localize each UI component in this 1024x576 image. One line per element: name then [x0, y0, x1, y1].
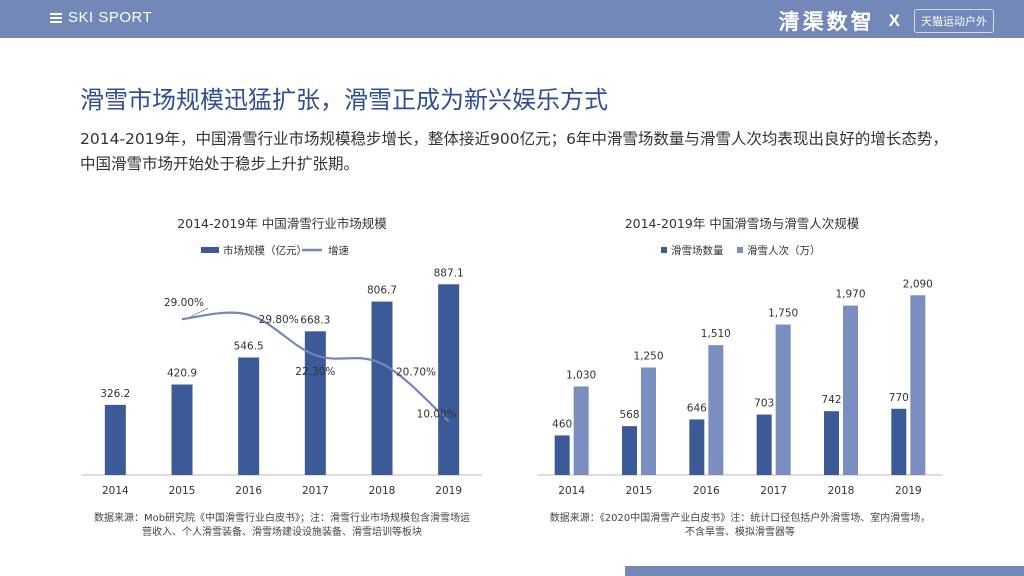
right-source-note: 数据来源：《2020中国滑雪产业白皮书》注：统计口径包括户外滑雪场、室内滑雪场，… [530, 512, 950, 540]
data-label: 326.2 [100, 388, 130, 400]
ski-sport-logo: SKI SPORT [50, 9, 152, 26]
legend-label: 市场规模（亿元） [223, 244, 307, 257]
legend-swatch [661, 247, 667, 253]
tick-label: 2017 [302, 485, 329, 497]
brand-right: 清渠数智 X 天猫运动户外 [779, 6, 994, 36]
tick-label: 2016 [693, 485, 720, 497]
brand-left-text: SKI SPORT [68, 9, 153, 26]
header-bar: SKI SPORT 清渠数智 X 天猫运动户外 [0, 0, 1024, 38]
data-label: 806.7 [367, 285, 397, 297]
brand-right-logo: 清渠数智 [778, 10, 875, 34]
bar [689, 419, 705, 475]
bar [622, 426, 637, 475]
tick-label: 2018 [369, 485, 396, 497]
legend-swatch-bar [201, 247, 219, 253]
data-label: 742 [821, 394, 841, 406]
data-label: 668.3 [300, 314, 330, 326]
bar [238, 357, 260, 475]
brand-separator: X [888, 11, 900, 30]
data-label: 460 [552, 418, 572, 430]
rate-leader-line [189, 307, 209, 318]
left-source-line: 数据来源：Mob研究院《中国滑雪行业白皮书》；注：滑雪行业市场规模包含滑雪场运 [93, 513, 471, 524]
data-label: 703 [754, 398, 774, 410]
left-source-line: 营收入、个人滑雪装备、滑雪场建设设施装备、滑雪培训等板块 [142, 527, 422, 538]
rate-label: 22.30% [295, 366, 335, 378]
legend-swatch [737, 247, 743, 253]
bar [171, 384, 193, 475]
data-label: 1,510 [701, 328, 731, 340]
tick-label: 2019 [895, 485, 922, 497]
tick-label: 2015 [626, 485, 653, 497]
bar [573, 386, 589, 475]
bar [775, 324, 791, 475]
bar [708, 345, 724, 475]
tick-label: 2016 [235, 485, 262, 497]
data-label: 887.1 [434, 267, 464, 279]
data-label: 568 [619, 409, 639, 421]
legend-label: 滑雪场数量 [671, 244, 724, 257]
rate-label: 29.80% [259, 314, 299, 326]
tick-label: 2019 [435, 485, 462, 497]
tick-label: 2017 [760, 485, 787, 497]
bar [371, 301, 393, 475]
bar [104, 404, 126, 475]
bar [554, 435, 570, 475]
bar [910, 295, 926, 475]
page-subtitle: 2014-2019年，中国滑雪行业市场规模稳步增长，整体接近900亿元；6年中滑… [80, 130, 948, 173]
rate-label: 29.00% [164, 297, 204, 309]
rate-label: 20.70% [396, 367, 436, 379]
bar [843, 305, 858, 475]
bar [756, 414, 772, 475]
data-label: 1,750 [768, 308, 798, 320]
chart-title: 2014-2019年 中国滑雪场与滑雪人次规模 [625, 216, 860, 231]
data-label: 1,030 [566, 369, 596, 381]
bar [891, 408, 907, 475]
growth-line [181, 311, 450, 423]
chart-title: 2014-2019年 中国滑雪行业市场规模 [177, 216, 387, 231]
tick-label: 2015 [169, 485, 196, 497]
menu-icon [50, 12, 62, 23]
legend-label: 滑雪人次（万） [747, 244, 821, 257]
bar [641, 367, 656, 475]
tick-label: 2014 [102, 485, 129, 497]
data-label: 2,090 [903, 278, 933, 290]
data-label: 1,970 [835, 289, 865, 301]
data-label: 546.5 [234, 341, 264, 353]
bar [824, 411, 839, 475]
tick-label: 2014 [558, 485, 585, 497]
data-label: 1,250 [633, 351, 663, 363]
tick-label: 2018 [828, 485, 855, 497]
data-label: 770 [889, 392, 909, 404]
partner-logo: 天猫运动户外 [914, 9, 994, 33]
data-label: 420.9 [167, 368, 197, 380]
rate-label: 10.00% [417, 408, 457, 420]
data-label: 646 [687, 402, 707, 414]
legend-label: 增速 [328, 244, 349, 257]
right-source-line: 数据来源：《2020中国滑雪产业白皮书》注：统计口径包括户外滑雪场、室内滑雪场， [549, 513, 931, 524]
bar [438, 284, 460, 475]
footer-bar [625, 566, 1024, 576]
page-title: 滑雪市场规模迅猛扩张，滑雪正成为新兴娱乐方式 [80, 86, 608, 114]
left-source-note: 数据来源：Mob研究院《中国滑雪行业白皮书》；注：滑雪行业市场规模包含滑雪场运 … [72, 512, 492, 540]
bar [304, 331, 326, 475]
right-source-line: 不含旱雪、模拟滑雪器等 [685, 527, 795, 538]
